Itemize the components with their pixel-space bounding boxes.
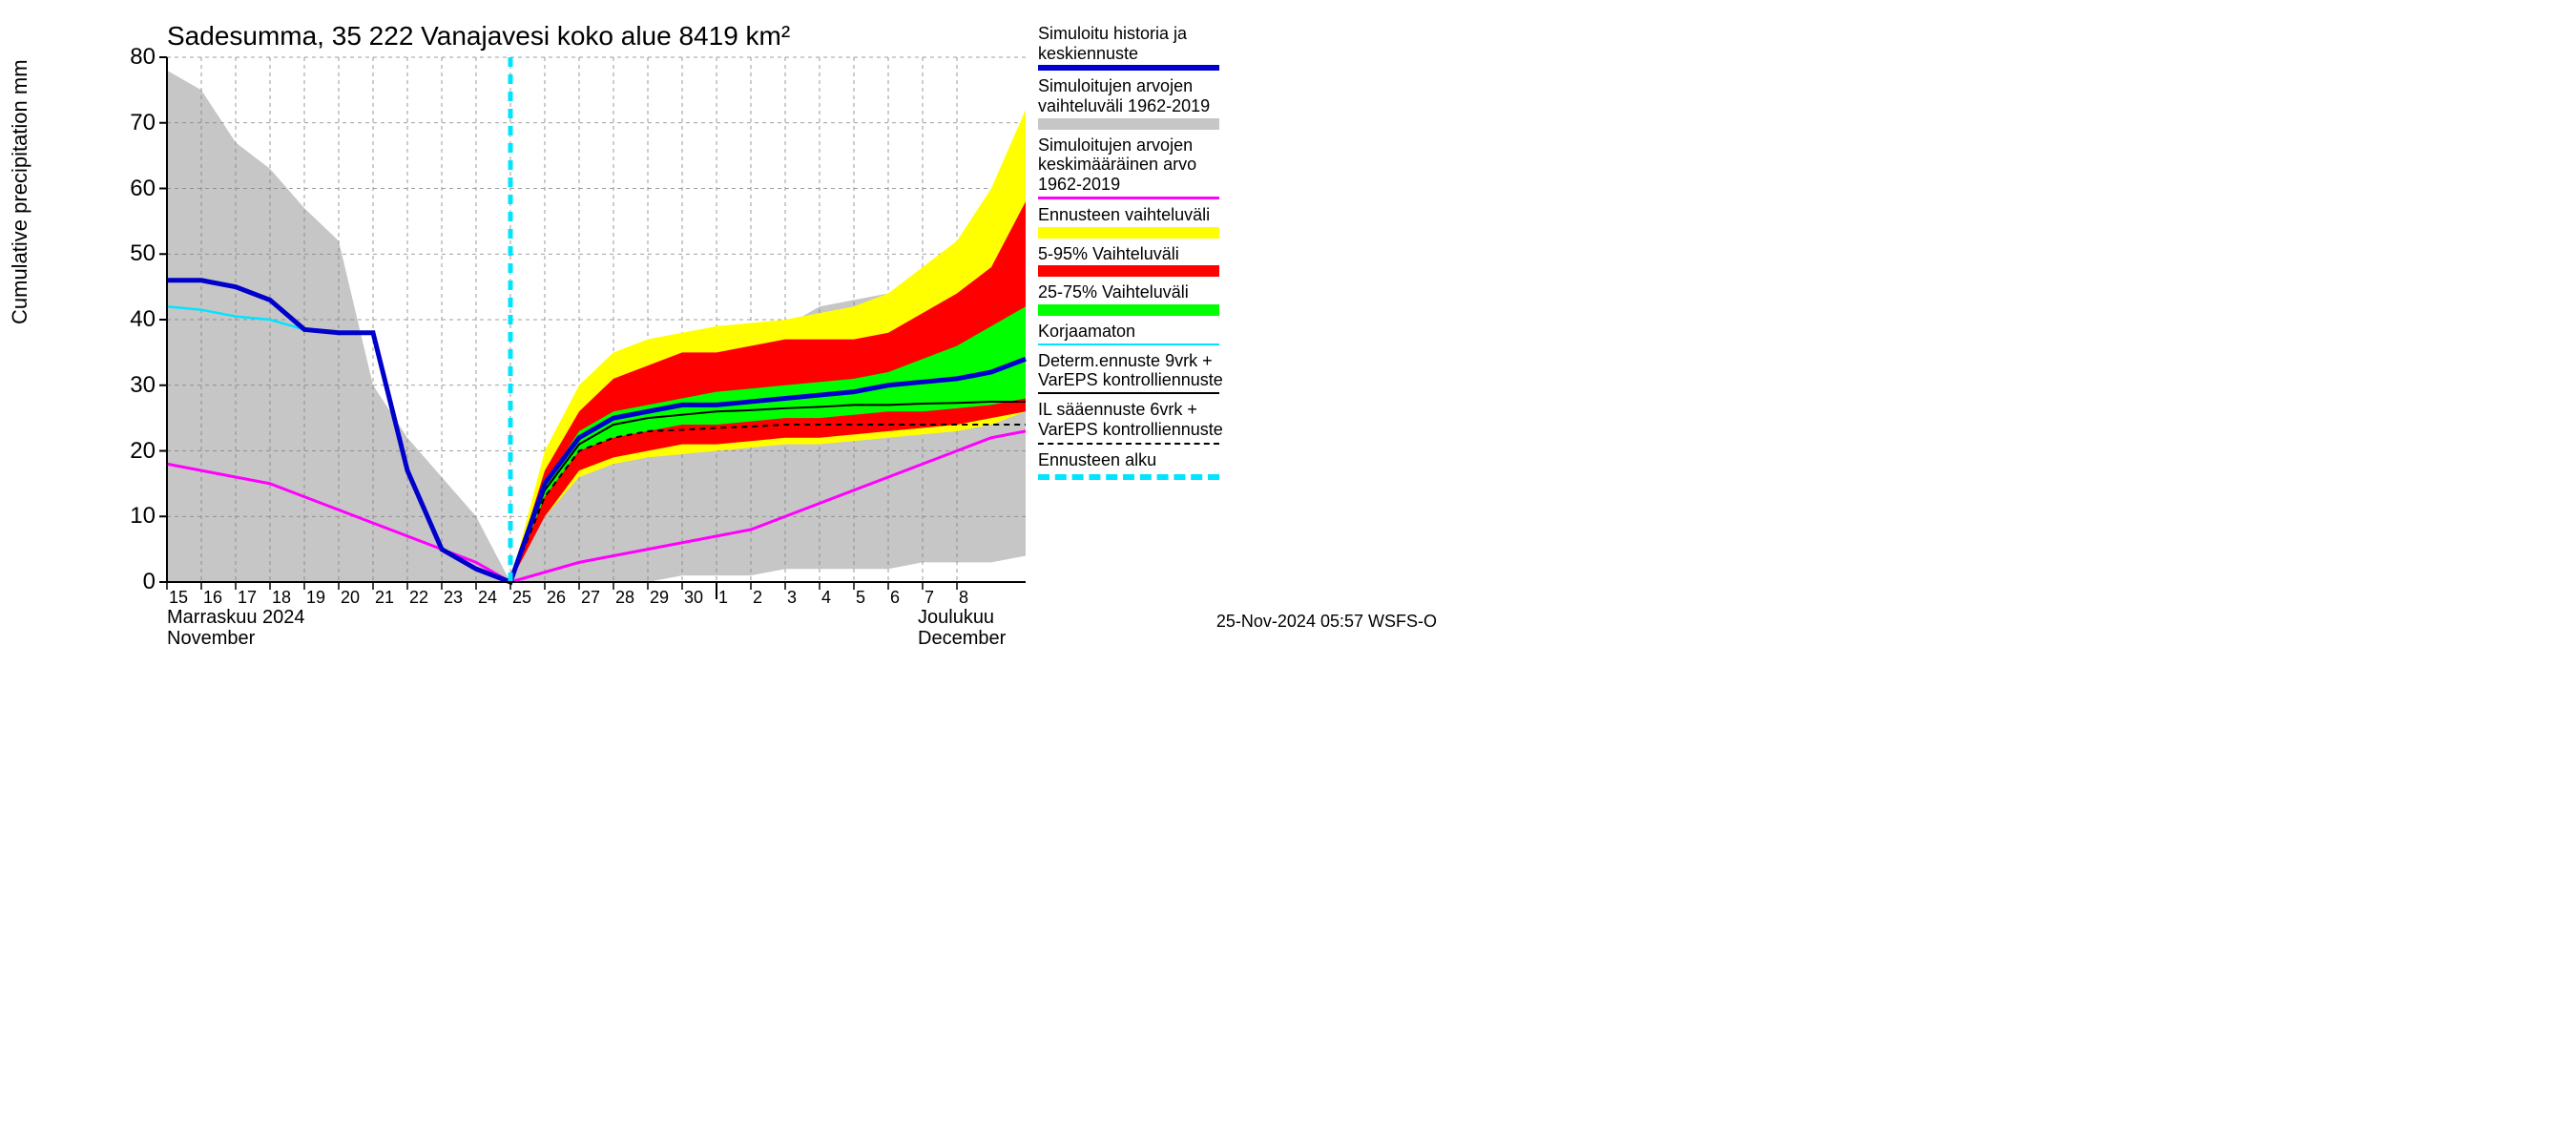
legend-swatch	[1038, 392, 1219, 394]
timestamp: 25-Nov-2024 05:57 WSFS-O	[1216, 612, 1437, 632]
x-tick: 6	[890, 588, 900, 608]
month-label-right: JoulukuuDecember	[918, 607, 1006, 649]
legend-item: Ennusteen alku	[1038, 450, 1439, 480]
x-tick: 25	[512, 588, 531, 608]
y-tick: 0	[108, 569, 156, 595]
x-tick: 17	[238, 588, 257, 608]
x-tick: 3	[787, 588, 797, 608]
y-tick: 60	[108, 176, 156, 202]
legend-swatch	[1038, 443, 1219, 445]
x-tick: 21	[375, 588, 394, 608]
y-tick: 20	[108, 438, 156, 465]
y-tick: 10	[108, 503, 156, 530]
legend-swatch	[1038, 118, 1219, 130]
x-tick: 5	[856, 588, 865, 608]
legend-swatch	[1038, 344, 1219, 345]
y-tick: 40	[108, 306, 156, 333]
legend-item: Simuloitu historia jakeskiennuste	[1038, 24, 1439, 71]
y-tick: 80	[108, 44, 156, 71]
legend-item: 25-75% Vaihteluväli	[1038, 282, 1439, 316]
x-tick: 18	[272, 588, 291, 608]
y-tick: 70	[108, 110, 156, 136]
x-tick: 29	[650, 588, 669, 608]
x-tick: 23	[444, 588, 463, 608]
x-tick: 30	[684, 588, 703, 608]
chart-title: Sadesumma, 35 222 Vanajavesi koko alue 8…	[167, 21, 790, 52]
precipitation-forecast-chart: Sadesumma, 35 222 Vanajavesi koko alue 8…	[0, 0, 1460, 649]
x-tick: 8	[959, 588, 968, 608]
x-tick: 16	[203, 588, 222, 608]
x-tick: 15	[169, 588, 188, 608]
x-tick: 22	[409, 588, 428, 608]
x-tick: 7	[924, 588, 934, 608]
legend-item: IL sääennuste 6vrk + VarEPS kontrollienn…	[1038, 400, 1439, 445]
legend-item: Simuloitujen arvojenvaihteluväli 1962-20…	[1038, 76, 1439, 129]
y-tick: 50	[108, 240, 156, 267]
y-tick: 30	[108, 372, 156, 399]
legend-swatch	[1038, 197, 1219, 199]
legend-swatch	[1038, 227, 1219, 239]
x-tick: 20	[341, 588, 360, 608]
legend-item: Korjaamaton	[1038, 322, 1439, 345]
x-tick: 1	[718, 588, 728, 608]
legend-swatch	[1038, 265, 1219, 277]
month-label-left: Marraskuu 2024November	[167, 607, 305, 649]
x-tick: 24	[478, 588, 497, 608]
legend-item: Simuloitujen arvojenkeskimääräinen arvo …	[1038, 135, 1439, 199]
x-tick: 28	[615, 588, 634, 608]
y-axis-label: Cumulative precipitation mm	[8, 59, 32, 324]
legend-swatch	[1038, 65, 1219, 71]
legend-swatch	[1038, 474, 1219, 480]
x-tick: 4	[821, 588, 831, 608]
x-tick: 2	[753, 588, 762, 608]
legend-item: Ennusteen vaihteluväli	[1038, 205, 1439, 239]
legend: Simuloitu historia jakeskiennuste Simuloi…	[1038, 24, 1439, 486]
x-tick: 19	[306, 588, 325, 608]
legend-swatch	[1038, 304, 1219, 316]
x-tick: 27	[581, 588, 600, 608]
legend-item: 5-95% Vaihteluväli	[1038, 244, 1439, 278]
legend-item: Determ.ennuste 9vrk +VarEPS kontrollienn…	[1038, 351, 1439, 394]
x-tick: 26	[547, 588, 566, 608]
